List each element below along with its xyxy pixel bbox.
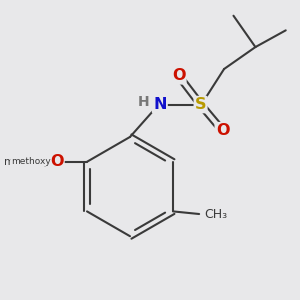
Text: O: O: [216, 123, 229, 138]
Text: N: N: [153, 97, 166, 112]
Text: S: S: [195, 97, 206, 112]
Text: methoxy: methoxy: [4, 157, 50, 167]
Text: methoxy: methoxy: [11, 157, 50, 166]
Text: CH₃: CH₃: [204, 208, 227, 220]
Text: O: O: [172, 68, 185, 83]
Text: O: O: [50, 154, 64, 169]
Text: H: H: [137, 95, 149, 110]
